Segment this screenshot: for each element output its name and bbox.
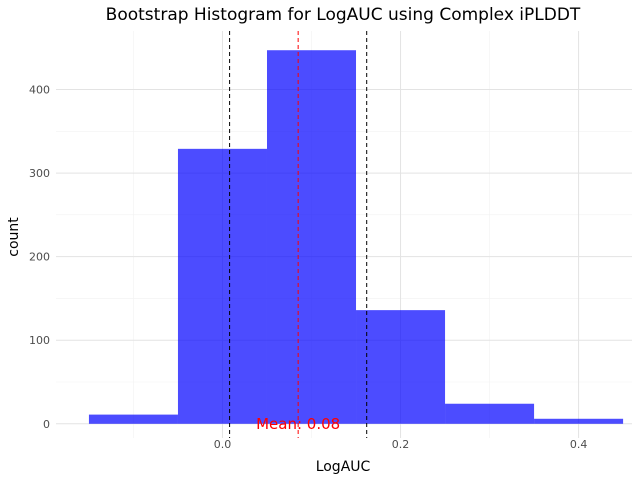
x-tick-label: 0.2 (392, 438, 410, 451)
x-tick-label: 0.4 (570, 438, 588, 451)
histogram-bar (356, 310, 446, 424)
y-tick-label: 400 (29, 84, 50, 97)
tick-layer: 0.0 0.2 0.4 0 100 200 300 400 (29, 84, 587, 451)
histogram-bar (88, 414, 178, 424)
histogram-bar (534, 418, 624, 424)
y-tick-label: 100 (29, 334, 50, 347)
x-tick-label: 0.0 (214, 438, 232, 451)
mean-annotation: Mean: 0.08 (256, 415, 340, 433)
y-tick-label: 200 (29, 251, 50, 264)
y-tick-label: 300 (29, 167, 50, 180)
histogram-bar (266, 50, 357, 424)
y-axis-title: count (6, 217, 22, 257)
x-axis-title: LogAUC (316, 459, 371, 475)
chart-title: Bootstrap Histogram for LogAUC using Com… (106, 5, 581, 25)
vline-layer (229, 31, 368, 438)
y-tick-label: 0 (43, 418, 50, 431)
histogram-bar (177, 148, 267, 424)
histogram-bar (445, 403, 535, 424)
bar-layer (88, 50, 624, 424)
